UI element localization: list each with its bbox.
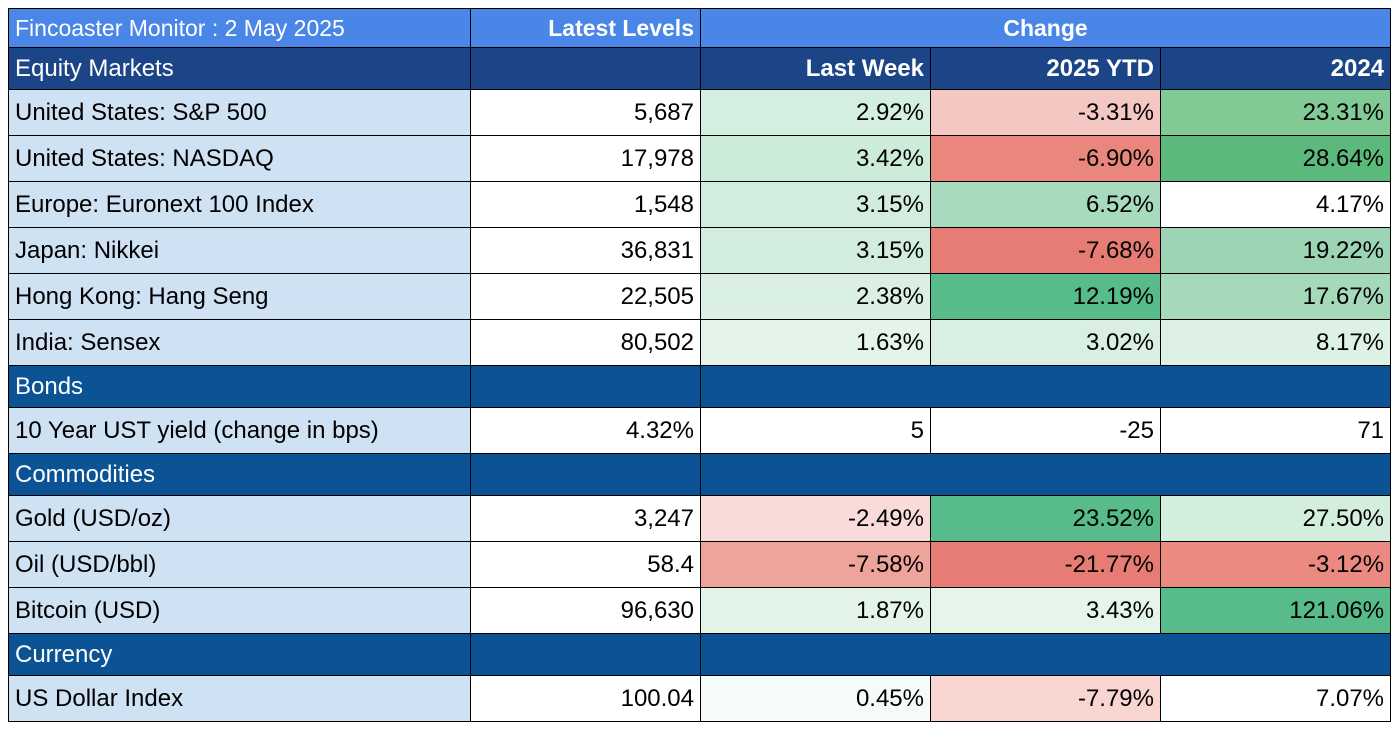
ytd-2025-cell[interactable]: -25 [930, 407, 1161, 454]
ytd-2025-cell[interactable]: -21.77% [930, 541, 1161, 588]
last-week-cell[interactable]: 1.87% [700, 587, 931, 634]
section-blank-cell[interactable] [470, 365, 701, 408]
latest-level-cell[interactable]: 80,502 [470, 319, 701, 366]
section-title[interactable]: Commodities [8, 453, 471, 496]
change-2024-cell[interactable]: 19.22% [1159, 227, 1392, 274]
row-label[interactable]: 10 Year UST yield (change in bps) [8, 407, 471, 454]
section-row-bonds: Bonds [8, 365, 1392, 408]
table-row: Bitcoin (USD) 96,630 1.87% 3.43% 121.06% [8, 587, 1392, 634]
column-header[interactable]: 2024 [1159, 47, 1392, 90]
ytd-2025-cell[interactable]: -3.31% [930, 89, 1161, 136]
table-row: Gold (USD/oz) 3,247 -2.49% 23.52% 27.50% [8, 495, 1392, 542]
latest-level-cell[interactable]: 96,630 [470, 587, 701, 634]
row-label[interactable]: Hong Kong: Hang Seng [8, 273, 471, 320]
sheet-title[interactable]: Fincoaster Monitor : 2 May 2025 [8, 8, 471, 48]
table-row: US Dollar Index 100.04 0.45% -7.79% 7.07% [8, 675, 1392, 722]
table-row: United States: NASDAQ 17,978 3.42% -6.90% 28… [8, 135, 1392, 182]
section-change-blank[interactable] [699, 453, 1392, 496]
section-title[interactable]: Equity Markets [8, 47, 471, 90]
ytd-2025-cell[interactable]: 23.52% [930, 495, 1161, 542]
section-blank-cell[interactable] [470, 47, 701, 90]
table-row: 10 Year UST yield (change in bps) 4.32% 5-… [8, 407, 1392, 454]
change-2024-cell[interactable]: 4.17% [1159, 181, 1392, 228]
latest-level-cell[interactable]: 36,831 [470, 227, 701, 274]
row-label[interactable]: Japan: Nikkei [8, 227, 471, 274]
latest-level-cell[interactable]: 5,687 [470, 89, 701, 136]
last-week-cell[interactable]: 5 [700, 407, 931, 454]
row-label[interactable]: Gold (USD/oz) [8, 495, 471, 542]
change-2024-cell[interactable]: 27.50% [1159, 495, 1392, 542]
row-label[interactable]: Europe: Euronext 100 Index [8, 181, 471, 228]
last-week-cell[interactable]: -7.58% [700, 541, 931, 588]
change-2024-cell[interactable]: 7.07% [1159, 675, 1392, 722]
latest-level-cell[interactable]: 17,978 [470, 135, 701, 182]
last-week-cell[interactable]: 2.38% [700, 273, 931, 320]
row-label[interactable]: India: Sensex [8, 319, 471, 366]
change-2024-cell[interactable]: 121.06% [1159, 587, 1392, 634]
ytd-2025-cell[interactable]: -7.68% [930, 227, 1161, 274]
table-row: Hong Kong: Hang Seng 22,505 2.38% 12.19% 17.… [8, 273, 1392, 320]
latest-levels-header[interactable]: Latest Levels [470, 8, 701, 48]
change-header[interactable]: Change [699, 8, 1392, 48]
latest-level-cell[interactable]: 22,505 [470, 273, 701, 320]
row-label[interactable]: United States: S&P 500 [8, 89, 471, 136]
change-2024-cell[interactable]: 23.31% [1159, 89, 1392, 136]
section-row-equity-markets: Equity Markets Last Week 2025 YTD 2024 [8, 47, 1392, 90]
section-blank-cell[interactable] [470, 633, 701, 676]
row-label[interactable]: United States: NASDAQ [8, 135, 471, 182]
latest-level-cell[interactable]: 58.4 [470, 541, 701, 588]
section-row-currency: Currency [8, 633, 1392, 676]
column-header[interactable]: Last Week [700, 47, 931, 90]
change-2024-cell[interactable]: 28.64% [1159, 135, 1392, 182]
section-title[interactable]: Bonds [8, 365, 471, 408]
last-week-cell[interactable]: 1.63% [700, 319, 931, 366]
monitor-sheet: Fincoaster Monitor : 2 May 2025 Latest L… [8, 8, 1392, 722]
fincoaster-monitor-table: Fincoaster Monitor : 2 May 2025 Latest L… [8, 8, 1392, 722]
section-change-blank[interactable] [699, 633, 1392, 676]
section-change-blank[interactable] [699, 365, 1392, 408]
latest-level-cell[interactable]: 4.32% [470, 407, 701, 454]
last-week-cell[interactable]: -2.49% [700, 495, 931, 542]
section-blank-cell[interactable] [470, 453, 701, 496]
table-row: India: Sensex 80,502 1.63% 3.02% 8.17% [8, 319, 1392, 366]
latest-level-cell[interactable]: 1,548 [470, 181, 701, 228]
last-week-cell[interactable]: 3.42% [700, 135, 931, 182]
table-row: Oil (USD/bbl) 58.4 -7.58% -21.77% -3.12% [8, 541, 1392, 588]
last-week-cell[interactable]: 3.15% [700, 181, 931, 228]
table-row: United States: S&P 500 5,687 2.92% -3.31% 23… [8, 89, 1392, 136]
ytd-2025-cell[interactable]: 6.52% [930, 181, 1161, 228]
table-row: Japan: Nikkei 36,831 3.15% -7.68% 19.22% [8, 227, 1392, 274]
row-label[interactable]: Oil (USD/bbl) [8, 541, 471, 588]
last-week-cell[interactable]: 0.45% [700, 675, 931, 722]
section-row-commodities: Commodities [8, 453, 1392, 496]
title-row: Fincoaster Monitor : 2 May 2025 Latest L… [8, 8, 1392, 48]
change-2024-cell[interactable]: 71 [1159, 407, 1392, 454]
ytd-2025-cell[interactable]: -6.90% [930, 135, 1161, 182]
ytd-2025-cell[interactable]: 3.43% [930, 587, 1161, 634]
ytd-2025-cell[interactable]: 12.19% [930, 273, 1161, 320]
last-week-cell[interactable]: 2.92% [700, 89, 931, 136]
latest-level-cell[interactable]: 100.04 [470, 675, 701, 722]
ytd-2025-cell[interactable]: -7.79% [930, 675, 1161, 722]
ytd-2025-cell[interactable]: 3.02% [930, 319, 1161, 366]
table-row: Europe: Euronext 100 Index 1,548 3.15% 6.52… [8, 181, 1392, 228]
change-2024-cell[interactable]: -3.12% [1159, 541, 1392, 588]
latest-level-cell[interactable]: 3,247 [470, 495, 701, 542]
change-2024-cell[interactable]: 8.17% [1159, 319, 1392, 366]
section-title[interactable]: Currency [8, 633, 471, 676]
change-2024-cell[interactable]: 17.67% [1159, 273, 1392, 320]
last-week-cell[interactable]: 3.15% [700, 227, 931, 274]
column-header[interactable]: 2025 YTD [930, 47, 1161, 90]
row-label[interactable]: Bitcoin (USD) [8, 587, 471, 634]
row-label[interactable]: US Dollar Index [8, 675, 471, 722]
